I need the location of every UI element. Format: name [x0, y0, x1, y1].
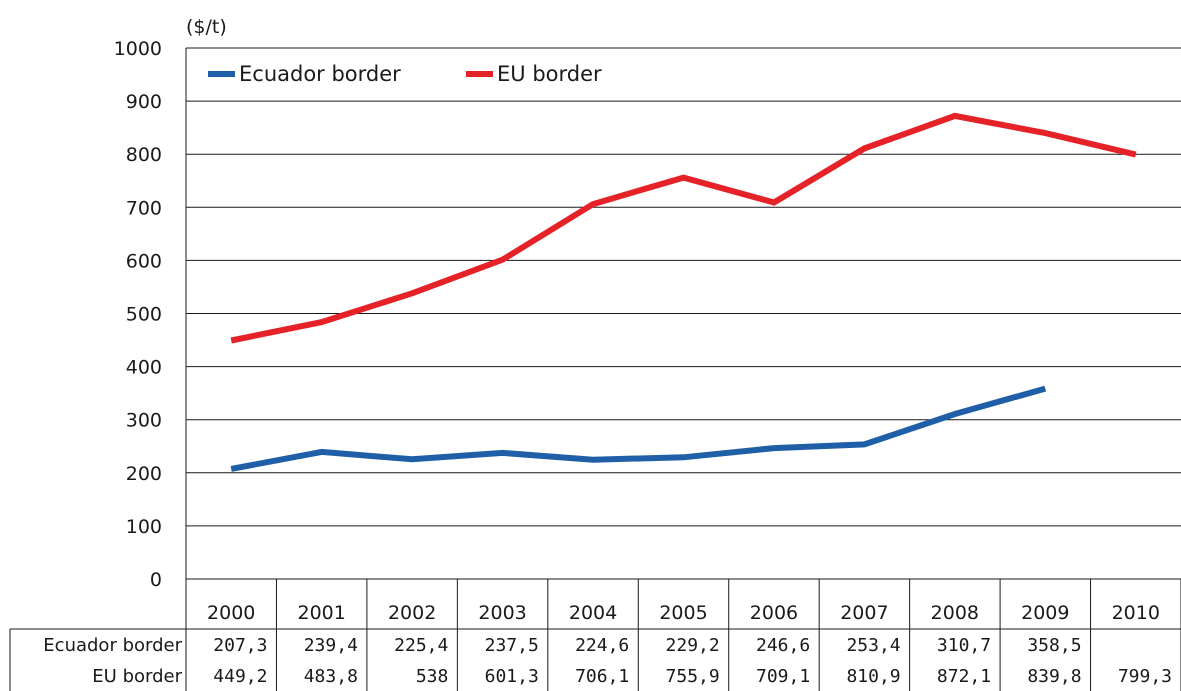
data-label: 358,5 [1027, 635, 1081, 656]
data-label: 799,3 [1118, 666, 1172, 687]
data-label: 810,9 [846, 666, 900, 687]
data-label: 237,5 [485, 635, 539, 656]
x-tick-label: 2008 [931, 602, 979, 624]
x-tick-label: 2002 [388, 602, 436, 624]
table-row-label: Ecuador border [43, 635, 182, 656]
y-tick-label: 900 [126, 91, 162, 113]
y-tick-label: 600 [126, 250, 162, 272]
x-tick-label: 2007 [840, 602, 888, 624]
data-label: 225,4 [394, 635, 448, 656]
data-table: 2000 2001 2002 2003 2004 2005 2006 2007 2008 2009… [9, 578, 1181, 691]
series-line-1 [230, 112, 1137, 344]
y-tick-label: 800 [126, 144, 162, 166]
legend: Ecuador border EU border [208, 62, 602, 86]
y-axis-ticks: 0 100 200 300 400 500 600 700 800 900 1000 [114, 38, 162, 591]
y-tick-label: 100 [126, 516, 162, 538]
data-label: 253,4 [846, 635, 900, 656]
legend-label: EU border [497, 62, 602, 86]
y-tick-label: 500 [126, 304, 162, 326]
data-label: 839,8 [1027, 666, 1081, 687]
y-tick-label: 1000 [114, 38, 162, 60]
data-label: 872,1 [937, 666, 991, 687]
data-label: 229,2 [666, 635, 720, 656]
data-label: 246,6 [756, 635, 810, 656]
y-tick-label: 300 [126, 410, 162, 432]
data-label: 601,3 [485, 666, 539, 687]
x-tick-label: 2005 [659, 602, 707, 624]
data-label: 538 [416, 666, 449, 687]
data-label: 310,7 [937, 635, 991, 656]
data-label: 709,1 [756, 666, 810, 687]
data-label: 706,1 [575, 666, 629, 687]
y-tick-label: 400 [126, 357, 162, 379]
x-tick-label: 2010 [1112, 602, 1160, 624]
x-tick-label: 2000 [207, 602, 255, 624]
x-tick-label: 2001 [298, 602, 346, 624]
x-tick-label: 2009 [1021, 602, 1069, 624]
y-tick-label: 700 [126, 197, 162, 219]
y-tick-label: 200 [126, 463, 162, 485]
data-label: 207,3 [213, 635, 267, 656]
legend-label: Ecuador border [239, 62, 401, 86]
data-label: 755,9 [666, 666, 720, 687]
data-label: 483,8 [304, 666, 358, 687]
data-label: 224,6 [575, 635, 629, 656]
x-tick-label: 2006 [750, 602, 798, 624]
table-row-label: EU border [92, 666, 182, 687]
series-lines [230, 112, 1137, 472]
x-tick-label: 2003 [478, 602, 526, 624]
gridlines [185, 47, 1181, 579]
data-label: 239,4 [304, 635, 358, 656]
x-tick-label: 2004 [569, 602, 617, 624]
series-line-0 [230, 385, 1047, 472]
y-axis-unit-label: ($/t) [186, 16, 227, 38]
y-tick-label: 0 [150, 569, 162, 591]
data-label: 449,2 [213, 666, 267, 687]
